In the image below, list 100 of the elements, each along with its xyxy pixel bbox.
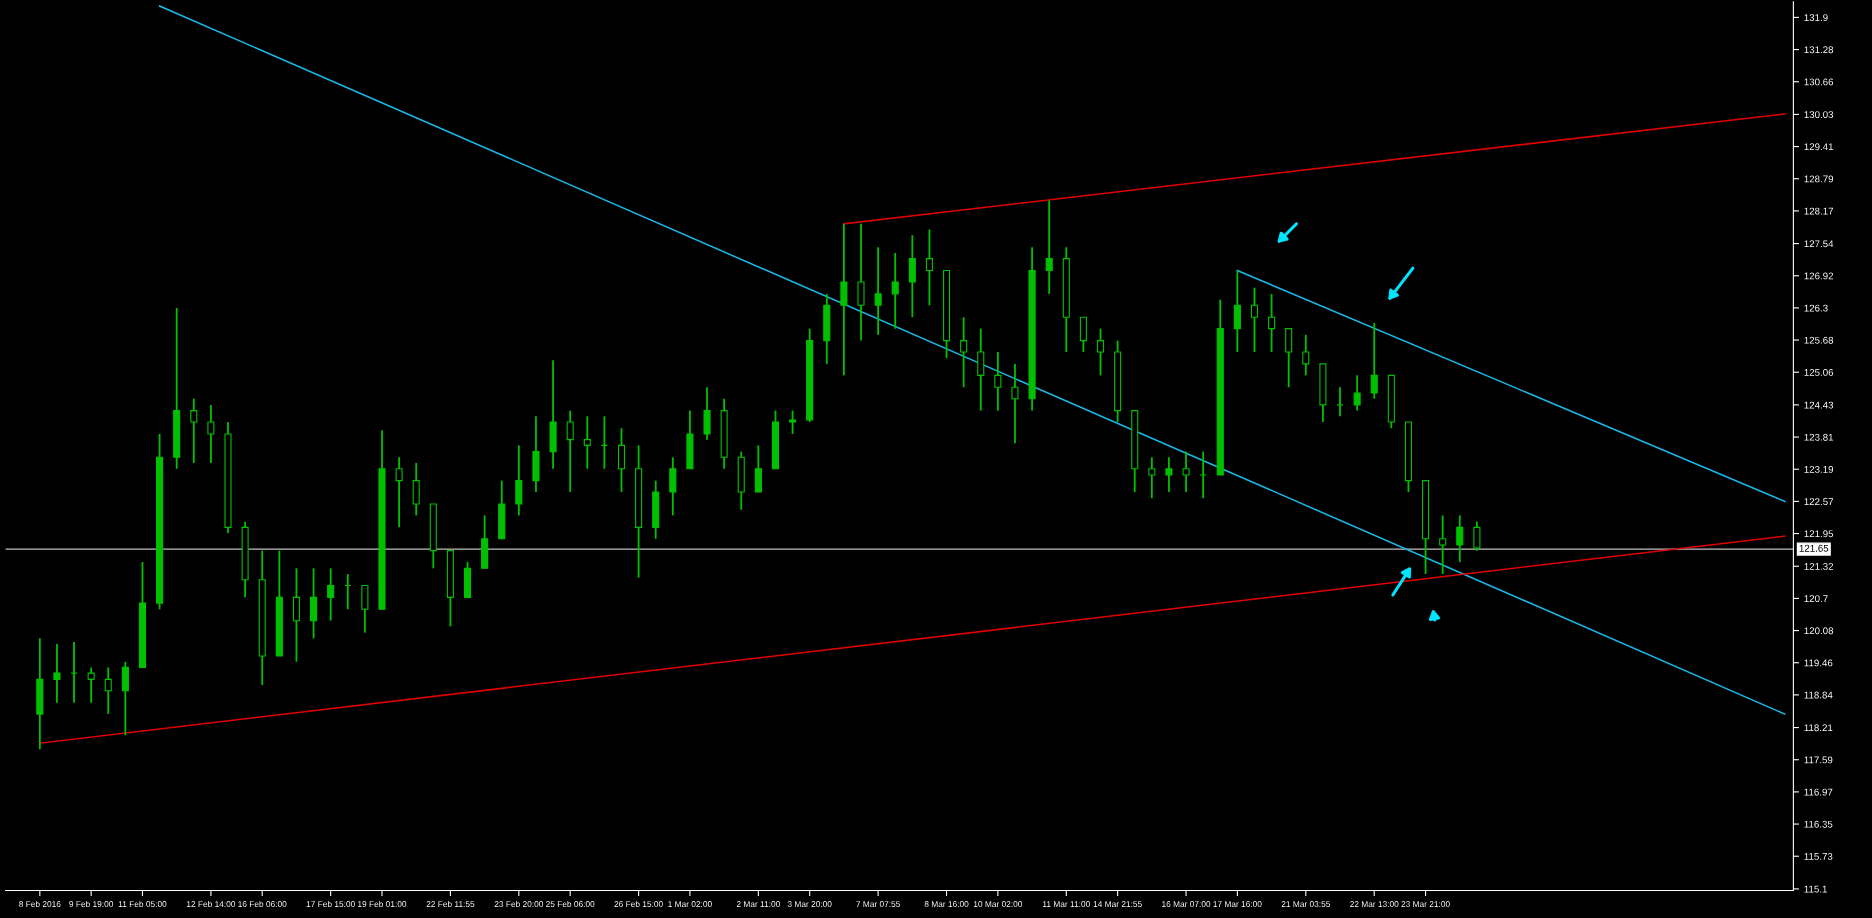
candlestick <box>1439 514 1447 575</box>
y-tick-label: 131.9 <box>1804 14 1828 22</box>
candlestick <box>1250 286 1259 353</box>
candlestick <box>1302 333 1310 377</box>
x-tick-label: 2 Mar 11:00 <box>736 901 780 907</box>
y-tick-label: 118.84 <box>1804 691 1833 699</box>
y-tick-label: 121.95 <box>1804 530 1834 538</box>
x-tick-label: 3 Mar 20:00 <box>787 901 832 907</box>
x-tick-label: 17 Feb 15:00 <box>306 900 355 907</box>
candlestick <box>925 228 933 307</box>
y-tick-label: 117.59 <box>1804 756 1833 764</box>
x-tick-label: 7 Mar 07:55 <box>856 901 900 907</box>
x-tick-label: 11 Feb 05:00 <box>118 900 167 907</box>
x-tick-label: 25 Feb 06:00 <box>546 900 595 907</box>
candlestick <box>395 456 403 529</box>
candlestick <box>1096 327 1105 377</box>
candlestick <box>1148 456 1156 500</box>
y-tick-label: 121.32 <box>1804 562 1834 570</box>
candlestick <box>891 252 899 330</box>
y-tick-label: 123.81 <box>1804 433 1834 441</box>
candlestick <box>703 386 711 441</box>
y-tick-label: 128.79 <box>1804 175 1834 183</box>
y-tick-label: 116.97 <box>1804 788 1833 796</box>
x-tick-label: 17 Mar 16:00 <box>1213 901 1262 907</box>
candlestick <box>1199 450 1207 500</box>
candlestick <box>754 444 762 493</box>
candlestick <box>1370 322 1378 400</box>
candlestick <box>1233 269 1241 353</box>
candlestick <box>1268 292 1276 353</box>
candlestick <box>515 444 523 517</box>
candlestick <box>53 643 61 704</box>
candlestick <box>310 567 318 640</box>
candlestick <box>1353 374 1361 412</box>
y-tick-label: 116.35 <box>1804 820 1833 828</box>
candlestick <box>70 641 78 704</box>
y-tick-label: 127.54 <box>1804 240 1834 248</box>
candlestick <box>292 567 300 663</box>
y-tick-label: 126.92 <box>1804 272 1834 280</box>
candlestick <box>1079 316 1087 353</box>
candlestick <box>1011 363 1019 445</box>
y-tick-label: 131.28 <box>1804 46 1834 54</box>
x-tick-label: 11 Mar 11:00 <box>1043 901 1090 907</box>
x-tick-label: 22 Feb 11:55 <box>426 900 475 907</box>
y-tick-label: 130.03 <box>1804 111 1834 119</box>
y-tick-label: 123.19 <box>1804 465 1834 473</box>
candlestick <box>583 415 591 470</box>
candlestick <box>207 404 215 464</box>
y-tick-label: 124.43 <box>1804 401 1834 409</box>
x-tick-label: 1 Mar 02:00 <box>668 901 712 907</box>
ref-line-label: 121.65 <box>1799 544 1829 552</box>
x-tick-label: 8 Mar 16:00 <box>924 901 969 907</box>
x-tick-label: 10 Mar 02:00 <box>973 901 1023 907</box>
candlestick <box>121 660 129 737</box>
candlestick <box>994 351 1002 412</box>
y-tick-label: 130.66 <box>1804 78 1834 86</box>
y-tick-label: 120.7 <box>1804 595 1828 603</box>
candlestick <box>789 409 797 435</box>
x-tick-label: 22 Mar 13:00 <box>1350 901 1399 907</box>
candlestick <box>190 397 198 464</box>
candlestick <box>566 409 574 493</box>
y-tick-label: 122.57 <box>1804 498 1834 506</box>
candlestick <box>857 222 865 342</box>
candlestick <box>87 666 95 704</box>
x-tick-label: 14 Mar 21:55 <box>1093 901 1142 907</box>
candlestick <box>1045 199 1053 295</box>
y-tick-label: 115.73 <box>1804 852 1833 860</box>
candlestick <box>977 327 985 412</box>
candlestick <box>412 462 420 517</box>
y-tick-label: 125.68 <box>1804 336 1834 344</box>
candlestick <box>840 222 848 377</box>
candlestick <box>1182 450 1190 493</box>
candlestick <box>960 316 968 389</box>
candlestick <box>1285 327 1293 389</box>
candlestick <box>327 567 335 622</box>
x-tick-label: 23 Feb 20:00 <box>494 900 544 907</box>
candlestick <box>1165 456 1173 493</box>
candlestick <box>874 246 882 336</box>
candlestick <box>104 666 112 715</box>
y-tick-label: 120.08 <box>1804 627 1834 635</box>
x-tick-label: 16 Feb 06:00 <box>238 900 287 907</box>
x-tick-label: 16 Mar 07:00 <box>1162 901 1211 907</box>
candlestick <box>617 427 626 493</box>
y-tick-label: 118.21 <box>1804 724 1833 732</box>
y-tick-label: 129.41 <box>1804 143 1834 151</box>
y-tick-label: 128.17 <box>1804 207 1834 215</box>
candlestick <box>1473 520 1481 552</box>
x-tick-label: 23 Mar 21:00 <box>1401 901 1450 907</box>
x-tick-label: 12 Feb 14:00 <box>186 900 236 907</box>
candlestick <box>908 234 916 319</box>
y-tick-label: 119.46 <box>1804 659 1833 667</box>
x-tick-label: 19 Feb 01:00 <box>358 900 407 907</box>
x-tick-label: 26 Feb 15:00 <box>614 900 663 907</box>
candlestick <box>1456 514 1464 563</box>
x-tick-label: 21 Mar 03:55 <box>1281 901 1331 907</box>
x-tick-label: 8 Feb 2016 <box>19 900 61 907</box>
y-tick-label: 126.3 <box>1804 304 1828 312</box>
candlestick <box>1336 386 1344 418</box>
candlestick <box>361 584 369 634</box>
y-tick-label: 125.06 <box>1804 368 1834 376</box>
candlestick <box>669 456 677 517</box>
